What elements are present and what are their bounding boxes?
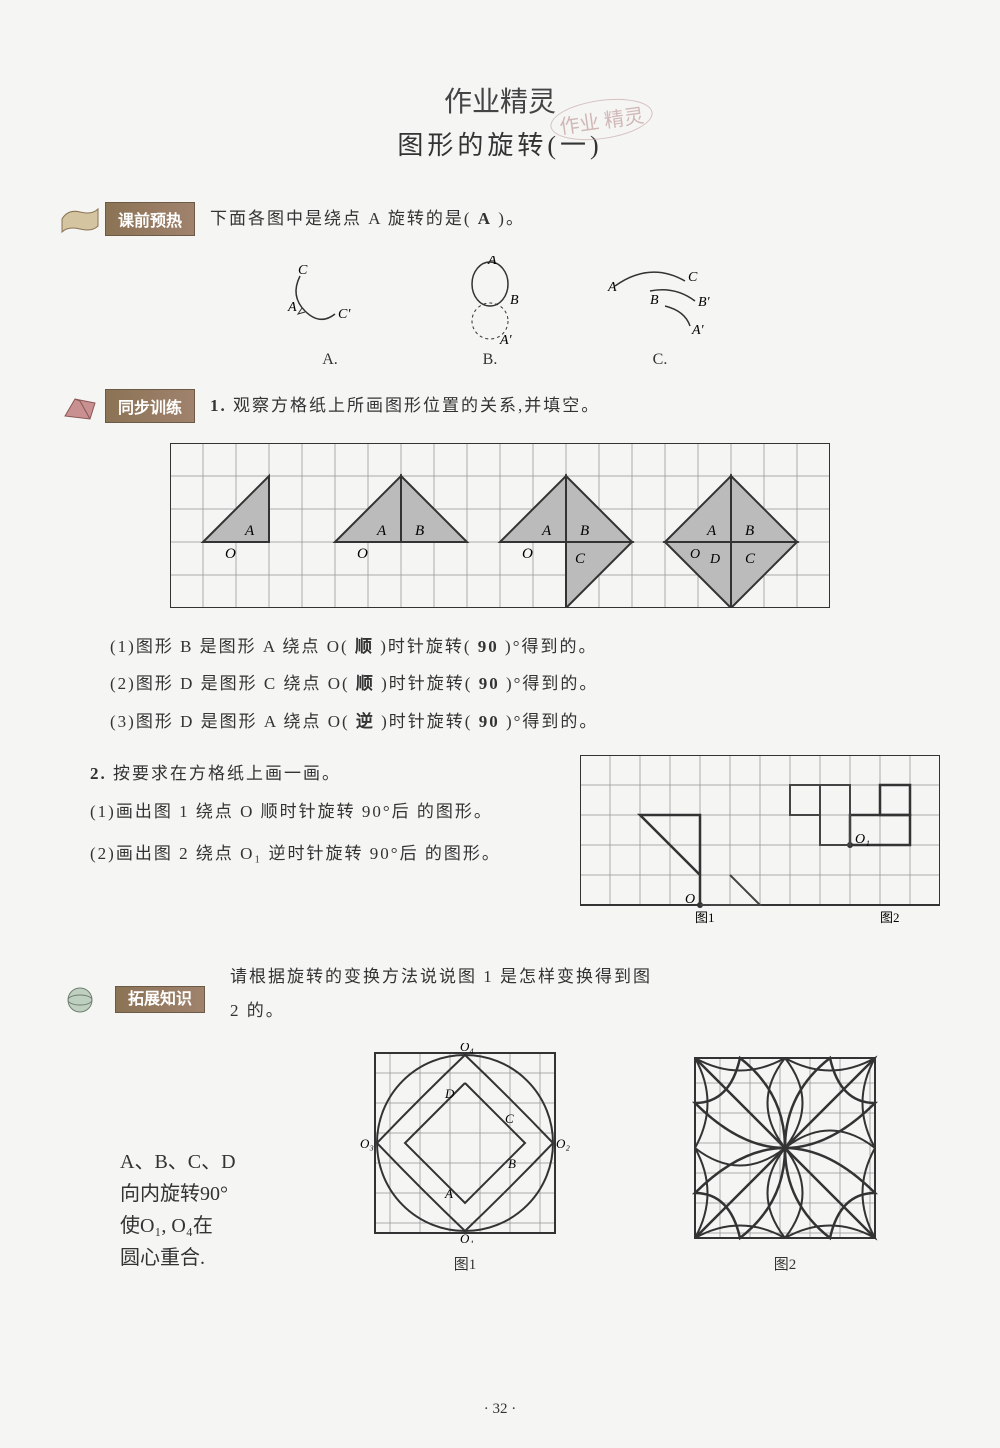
svg-text:O: O xyxy=(522,546,533,562)
q1-text: 1. 观察方格纸上所画图形位置的关系,并填空。 xyxy=(210,389,600,423)
svg-text:O₃: O₃ xyxy=(360,1136,374,1151)
svg-text:O₁: O₁ xyxy=(855,832,870,847)
svg-text:A: A xyxy=(607,280,617,295)
globe-icon xyxy=(60,985,100,1015)
svg-text:A: A xyxy=(287,300,297,315)
q2-container: 2. 按要求在方格纸上画一画。 (1)画出图 1 绕点 O 顺时针旋转 90°后… xyxy=(60,755,940,930)
q2-grid: O 图1 O₁ 图2 xyxy=(580,755,940,930)
svg-text:A: A xyxy=(541,523,552,539)
q2-text: 2. 按要求在方格纸上画一画。 (1)画出图 1 绕点 O 顺时针旋转 90°后… xyxy=(60,755,560,930)
svg-text:A: A xyxy=(244,523,255,539)
svg-text:O₂: O₂ xyxy=(556,1136,570,1151)
svg-text:A: A xyxy=(487,256,497,268)
svg-text:C': C' xyxy=(338,307,351,322)
svg-text:B: B xyxy=(510,293,519,308)
svg-text:B: B xyxy=(580,523,589,539)
svg-text:O₄: O₄ xyxy=(460,1043,474,1054)
svg-text:A: A xyxy=(444,1186,453,1201)
scroll-icon xyxy=(60,204,100,234)
svg-text:A: A xyxy=(706,523,717,539)
blank-1: (1)图形 B 是图形 A 绕点 O( 顺 )时针旋转( 90 )°得到的。 xyxy=(110,628,940,665)
expansion-badge: 拓展知识 xyxy=(115,986,205,1013)
svg-text:O₁: O₁ xyxy=(460,1231,474,1243)
svg-text:A: A xyxy=(376,523,387,539)
title-area: 作业精灵 图形的旋转(一) xyxy=(60,80,940,162)
svg-text:A': A' xyxy=(499,333,513,346)
main-title: 图形的旋转(一) xyxy=(60,125,940,162)
svg-text:图2: 图2 xyxy=(880,910,900,925)
svg-text:A': A' xyxy=(691,323,705,338)
svg-text:C: C xyxy=(575,551,586,567)
warmup-header: 课前预热 下面各图中是绕点 A 旋转的是( A )。 xyxy=(60,202,940,236)
svg-text:O: O xyxy=(225,546,236,562)
expansion-text: 请根据旋转的变换方法说说图 1 是怎样变换得到图 2 的。 xyxy=(230,960,940,1028)
option-b: A B A' B. xyxy=(440,256,540,369)
svg-text:B: B xyxy=(415,523,424,539)
warmup-badge: 课前预热 xyxy=(105,202,195,236)
svg-text:C: C xyxy=(745,551,756,567)
blank-3: (3)图形 D 是图形 A 绕点 O( 逆 )时针旋转( 90 )°得到的。 xyxy=(110,703,940,740)
q1-blanks: (1)图形 B 是图形 A 绕点 O( 顺 )时针旋转( 90 )°得到的。 (… xyxy=(110,628,940,740)
warmup-question: 下面各图中是绕点 A 旋转的是( A )。 xyxy=(210,202,525,236)
svg-text:C: C xyxy=(688,270,698,285)
expansion-section: 拓展知识 请根据旋转的变换方法说说图 1 是怎样变换得到图 2 的。 A、B、C… xyxy=(60,960,940,1274)
expansion-fig1: O₄ O₃ O₂ O₁ D C B A 图1 xyxy=(360,1043,570,1274)
option-c: A B C B' A' C. xyxy=(600,256,720,369)
hand-notes: A、B、C、D向内旋转90°使O₁, O₄在圆心重合. xyxy=(120,1146,240,1274)
title-handwritten: 作业精灵 xyxy=(60,80,940,120)
svg-text:图1: 图1 xyxy=(695,910,715,925)
svg-text:O: O xyxy=(690,547,700,562)
page-number: · 32 · xyxy=(484,1401,517,1418)
svg-text:D: D xyxy=(709,552,720,567)
svg-text:B: B xyxy=(650,293,659,308)
svg-text:B: B xyxy=(508,1156,516,1171)
svg-text:O: O xyxy=(357,546,368,562)
svg-text:O: O xyxy=(685,892,695,907)
svg-text:D: D xyxy=(444,1086,455,1101)
bottom-figures: A、B、C、D向内旋转90°使O₁, O₄在圆心重合. O₄ xyxy=(60,1043,940,1274)
warmup-answer: A xyxy=(478,209,492,228)
practice-header: 同步训练 1. 观察方格纸上所画图形位置的关系,并填空。 xyxy=(60,389,940,423)
book-icon xyxy=(60,391,100,421)
option-a: C A C' A. xyxy=(280,256,380,369)
svg-text:C: C xyxy=(298,263,308,278)
svg-text:B': B' xyxy=(698,295,711,310)
practice-badge: 同步训练 xyxy=(105,389,195,423)
warmup-options: C A C' A. A B A' B. A B C B' A' C. xyxy=(60,256,940,369)
svg-text:B: B xyxy=(745,523,754,539)
blank-2: (2)图形 D 是图形 C 绕点 O( 顺 )时针旋转( 90 )°得到的。 xyxy=(110,665,940,702)
expansion-fig2: 图2 xyxy=(690,1053,880,1274)
q1-grid-diagram: A O A B O A B C O A B C D O xyxy=(170,443,830,608)
svg-text:C: C xyxy=(505,1111,514,1126)
